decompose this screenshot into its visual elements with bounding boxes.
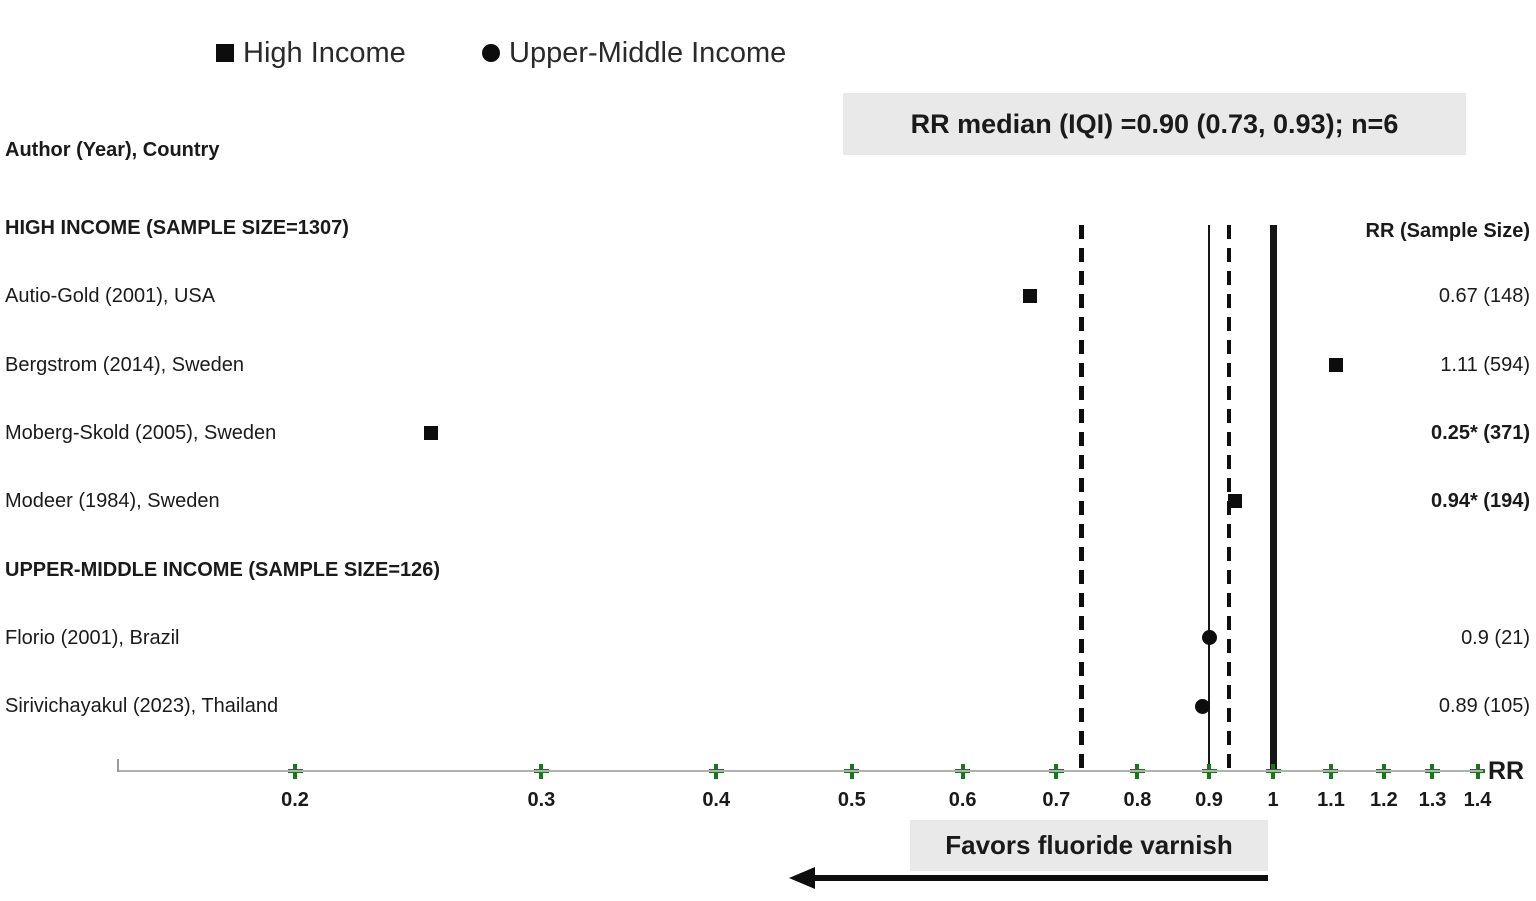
right-column-header: RR (Sample Size) — [1365, 220, 1530, 242]
axis-tick-label: 1 — [1267, 789, 1279, 811]
favors-label-box: Favors fluoride varnish — [910, 820, 1268, 871]
summary-stat-box: RR median (IQI) =0.90 (0.73, 0.93); n=6 — [843, 93, 1466, 155]
study-label: Bergstrom (2014), Sweden — [5, 353, 245, 376]
study-marker-circle — [1194, 698, 1210, 714]
study-value: 0.25* (371) — [1431, 421, 1530, 444]
group-header: UPPER-MIDDLE INCOME (SAMPLE SIZE=126) — [5, 558, 441, 581]
axis-tick-label: 1.2 — [1369, 789, 1398, 811]
axis-tick-label: 1.3 — [1418, 789, 1447, 811]
axis-tick-label: 0.6 — [948, 789, 977, 811]
study-value: 1.11 (594) — [1440, 353, 1530, 376]
left-column-header: Author (Year), Country — [5, 139, 220, 161]
study-label: Sirivichayakul (2023), Thailand — [5, 695, 279, 718]
study-value: 0.94* (194) — [1431, 490, 1530, 513]
study-marker-circle — [1201, 630, 1217, 646]
study-label: Florio (2001), Brazil — [5, 626, 180, 649]
axis-tick-label: 1.4 — [1463, 789, 1492, 811]
circle-marker-icon — [482, 44, 500, 62]
reference-line-median — [1208, 225, 1211, 772]
axis-tick-label: 0.7 — [1042, 789, 1071, 811]
group-header: HIGH INCOME (SAMPLE SIZE=1307) — [5, 217, 349, 239]
study-value: 0.89 (105) — [1438, 695, 1530, 718]
favors-arrow-head-icon — [789, 867, 815, 889]
legend-item-upper-middle-income: Upper-Middle Income — [482, 34, 786, 72]
square-marker-icon — [216, 44, 234, 62]
legend-item-high-income: High Income — [216, 34, 406, 72]
axis-tick-label: 0.2 — [281, 789, 309, 811]
x-axis-line — [118, 770, 1483, 772]
study-marker-square — [1329, 357, 1344, 372]
study-value: 0.67 (148) — [1438, 285, 1530, 308]
axis-tick-label: 0.8 — [1123, 789, 1152, 811]
favors-arrow-shaft — [812, 875, 1268, 881]
legend-item-label: High Income — [243, 36, 406, 69]
study-marker-square — [1228, 494, 1243, 509]
study-value: 0.9 (21) — [1461, 626, 1530, 649]
study-label: Moberg-Skold (2005), Sweden — [5, 421, 277, 444]
x-axis-left-end-tick — [117, 759, 119, 772]
axis-tick-label: 1.1 — [1317, 789, 1345, 811]
legend-item-label: Upper-Middle Income — [509, 36, 787, 69]
axis-tick-label: 0.4 — [702, 789, 731, 811]
x-axis-label: RR — [1488, 757, 1525, 785]
axis-tick-label: 0.9 — [1195, 789, 1223, 811]
study-label: Autio-Gold (2001), USA — [5, 285, 216, 308]
study-label: Modeer (1984), Sweden — [5, 490, 220, 513]
reference-line-null-line — [1269, 225, 1277, 772]
study-marker-square — [423, 425, 438, 440]
study-marker-square — [1022, 289, 1037, 304]
axis-tick-label: 0.3 — [527, 789, 556, 811]
axis-tick-label: 0.5 — [837, 789, 866, 811]
reference-line-iqi-lower — [1079, 225, 1085, 772]
